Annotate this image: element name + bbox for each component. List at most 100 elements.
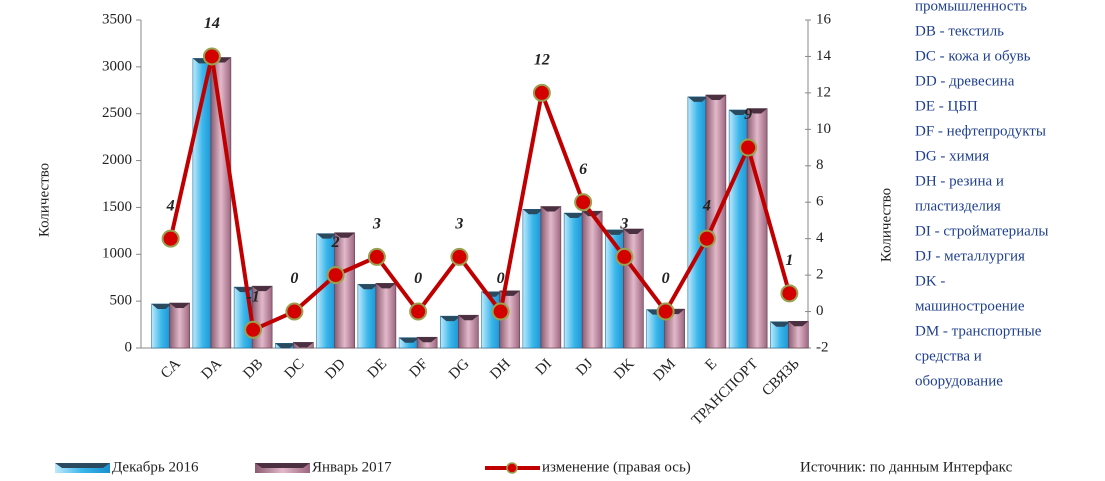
line-marker	[202, 47, 221, 66]
bar-cap	[316, 233, 337, 239]
x-tick-label: DB	[240, 356, 266, 382]
bar-cap	[770, 321, 791, 327]
line-marker	[491, 302, 510, 321]
bar	[563, 212, 585, 349]
data-label: 3	[619, 216, 628, 233]
y2-tick-label: 6	[816, 194, 824, 210]
x-tick-label: DF	[407, 356, 432, 381]
bar	[357, 283, 379, 349]
data-label: 1	[785, 252, 793, 269]
annotation: DM - транспортные	[915, 323, 1042, 339]
bar-cap	[375, 283, 396, 289]
y2-tick-label: 16	[816, 11, 832, 27]
line-marker	[697, 229, 716, 248]
bar-cap	[334, 232, 355, 238]
x-tick-label: DA	[198, 356, 225, 383]
x-tick-label: ТРАНСПОРТ	[689, 356, 762, 429]
y-tick-label: 0	[125, 339, 133, 355]
line-marker	[161, 229, 180, 248]
source: Источник: по данным Интерфакс	[800, 459, 1013, 475]
bar	[540, 206, 562, 349]
data-label: 3	[372, 216, 381, 233]
y-tick-label: 1000	[102, 246, 132, 262]
legend-label: Декабрь 2016	[112, 459, 199, 475]
bar-cap	[540, 206, 561, 212]
bar-cap	[275, 343, 296, 349]
line-marker	[656, 302, 675, 321]
bar-cap	[623, 228, 644, 234]
x-tick-label: DJ	[573, 356, 596, 379]
data-label: 2	[331, 234, 340, 251]
legend-swatch	[506, 462, 518, 474]
y-tick-label: 2500	[102, 105, 132, 121]
y2-tick-label: 8	[816, 157, 824, 173]
y2-tick-label: 0	[816, 303, 824, 319]
y-tick-label: 500	[110, 293, 133, 309]
line-marker	[615, 247, 634, 266]
x-tick-label: DE	[365, 356, 390, 381]
line-marker	[450, 247, 469, 266]
y2-tick-label: 12	[816, 84, 831, 100]
data-label: 14	[204, 15, 220, 32]
bar-cap	[399, 337, 420, 343]
bar-cap	[564, 213, 585, 219]
y2-tick-label: 14	[816, 48, 832, 64]
bar	[687, 96, 709, 349]
annotation: промышленность	[915, 0, 1027, 14]
annotation: DD - древесина	[915, 73, 1015, 89]
y-axis-label: Количество	[36, 163, 52, 237]
line-marker	[244, 320, 263, 339]
data-label: 0	[662, 270, 670, 287]
bar	[522, 209, 544, 349]
legend-swatch	[255, 463, 310, 468]
x-tick-label: СВЯЗЬ	[759, 356, 803, 400]
bar-cap	[788, 321, 809, 327]
line-marker	[326, 266, 345, 285]
bar-cap	[705, 94, 726, 100]
x-tick-label: DM	[650, 356, 678, 384]
y2-tick-label: 4	[816, 230, 824, 246]
annotation: DG - химия	[915, 148, 989, 164]
y2-axis-label: Количество	[878, 188, 894, 262]
annotation: DC - кожа и обувь	[915, 48, 1031, 64]
y2-tick-label: 10	[816, 121, 831, 137]
bar	[169, 302, 190, 349]
bar-cap	[729, 109, 750, 115]
annotation: DE - ЦБП	[915, 98, 978, 114]
data-label: 3	[454, 216, 463, 233]
annotation: DJ - металлургия	[915, 248, 1025, 264]
annotation: пластизделия	[915, 198, 1001, 214]
line-marker	[739, 138, 758, 157]
bar-cap	[169, 303, 190, 309]
bar-cap	[440, 316, 461, 322]
x-tick-label: DK	[611, 356, 638, 383]
line-marker	[532, 83, 551, 102]
x-tick-label: E	[702, 356, 720, 374]
line	[168, 56, 792, 333]
bar	[151, 303, 172, 349]
x-tick-label: DG	[446, 356, 473, 383]
bar	[210, 57, 232, 349]
annotation: DI - стройматериалы	[915, 223, 1049, 239]
bar	[375, 283, 397, 349]
annotation: DB - текстиль	[915, 23, 1004, 39]
data-label: 12	[534, 52, 550, 69]
bar-cap	[293, 342, 314, 348]
data-label: 0	[497, 270, 505, 287]
data-label: 4	[702, 197, 711, 214]
x-tick-label: DC	[282, 356, 308, 382]
y-tick-label: 1500	[102, 199, 132, 215]
y-tick-label: 3500	[102, 11, 132, 27]
bar	[581, 210, 603, 349]
bar	[623, 228, 644, 349]
bar-cap	[357, 284, 378, 290]
legend-label: изменение (правая ось)	[542, 459, 691, 475]
annotation: оборудование	[915, 373, 1003, 389]
data-label: 0	[414, 270, 422, 287]
y2-tick-label: -2	[816, 339, 829, 355]
line-marker	[367, 247, 386, 266]
bar-cap	[747, 108, 768, 114]
x-tick-label: DH	[487, 356, 514, 383]
line-marker	[574, 193, 593, 212]
